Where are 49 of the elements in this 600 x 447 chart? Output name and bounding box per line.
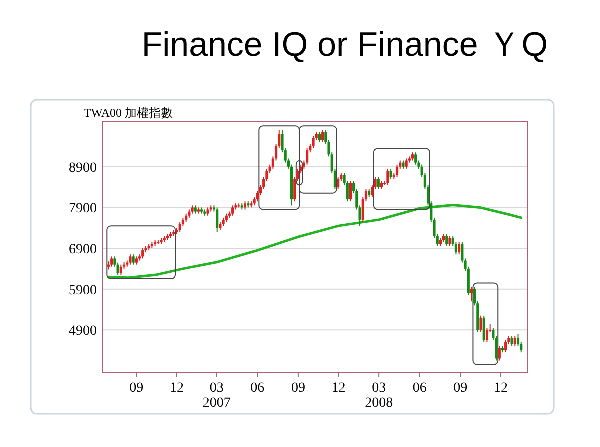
chart-title: Finance IQ or Finance ＹQ <box>142 26 548 64</box>
y-tick-label: 7900 <box>69 202 97 217</box>
candlestick <box>480 315 482 333</box>
x-tick-label: 09 <box>130 381 144 396</box>
candlestick <box>458 242 461 256</box>
candlestick <box>132 254 135 266</box>
x-tick-label: 12 <box>170 381 184 396</box>
x-tick-label: 06 <box>250 381 265 396</box>
x-tick-label: 09 <box>291 381 306 396</box>
y-tick-label: 8900 <box>69 160 97 176</box>
candlestick <box>120 264 122 276</box>
x-tick-label: 03 2008 <box>365 381 394 411</box>
candlestick <box>514 336 516 347</box>
x-tick-label: 03 2007 <box>202 381 231 411</box>
candlestick <box>386 168 390 186</box>
candlestick <box>510 336 514 347</box>
candlestick <box>396 164 399 178</box>
line-series <box>108 204 523 280</box>
x-tick-label: 06 <box>412 381 427 396</box>
candlestick <box>414 152 418 166</box>
candlestick <box>312 136 315 150</box>
candlestick <box>232 205 234 216</box>
y-tick-label: 5900 <box>69 283 97 298</box>
candlestick <box>448 236 452 247</box>
candlestick <box>129 254 132 266</box>
candlestick <box>349 180 352 202</box>
candlestick <box>470 286 474 302</box>
candlestick <box>498 346 501 362</box>
candlestick <box>318 132 322 143</box>
candlestick <box>322 130 324 143</box>
candlestick <box>337 176 340 190</box>
candlestick <box>377 176 380 190</box>
y-tick-label: 6900 <box>69 242 97 258</box>
candlestick <box>482 315 486 343</box>
candlestick <box>486 328 489 343</box>
candlestick <box>504 340 508 354</box>
candlestick <box>178 221 182 233</box>
y-tick-label: 4900 <box>69 324 97 340</box>
candlestick <box>110 256 114 268</box>
candlestick <box>306 148 309 166</box>
candlestick <box>405 158 408 170</box>
candlestick <box>216 207 219 233</box>
x-tick-label: 09 <box>454 381 468 396</box>
chart-subtitle: TWA00 加權指數 <box>84 106 173 120</box>
x-tick-label: 12 <box>494 381 508 396</box>
candlestick <box>142 248 144 260</box>
x-tick-label: 12 <box>332 381 346 396</box>
candlestick <box>446 234 448 247</box>
candlestick <box>390 168 392 180</box>
